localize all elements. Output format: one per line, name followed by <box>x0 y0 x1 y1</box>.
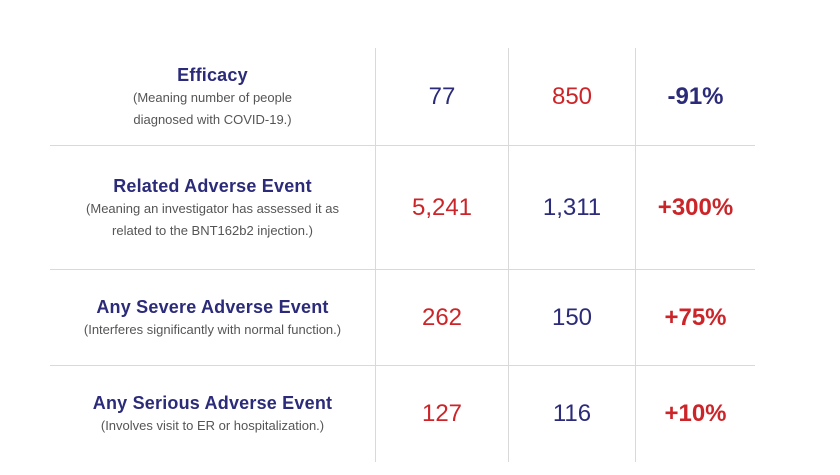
value-a: 127 <box>421 400 463 427</box>
value-b: 850 <box>551 82 593 110</box>
metric-title: Any Serious Adverse Event <box>92 393 333 413</box>
value-a: 77 <box>428 82 456 110</box>
percent-change: +300% <box>657 193 734 221</box>
table-row-any-severe-adverse-event: Any Severe Adverse Event (Interferes sig… <box>50 270 755 366</box>
change-cell: +75% <box>636 270 755 365</box>
metric-note-line: (Involves visit to ER or hospitalization… <box>100 418 325 433</box>
value-cell-b: 116 <box>509 366 636 462</box>
change-cell: +300% <box>636 146 755 269</box>
comparison-table: Efficacy (Meaning number of people diagn… <box>50 48 755 462</box>
value-cell-a: 77 <box>376 48 509 145</box>
metric-note-line: related to the BNT162b2 injection.) <box>112 222 313 238</box>
metric-title: Related Adverse Event <box>113 175 312 196</box>
value-b: 1,311 <box>542 193 602 221</box>
metric-note-line: (Interferes significantly with normal fu… <box>83 321 342 337</box>
metric-note-line: (Meaning number of people <box>133 89 292 105</box>
metric-cell: Efficacy (Meaning number of people diagn… <box>50 48 376 145</box>
value-cell-b: 1,311 <box>509 146 636 269</box>
change-cell: -91% <box>636 48 755 145</box>
percent-change: +75% <box>664 303 727 331</box>
metric-note-line: diagnosed with COVID-19.) <box>133 111 292 127</box>
metric-note-line: (Meaning an investigator has assessed it… <box>86 200 339 216</box>
metric-cell: Related Adverse Event (Meaning an invest… <box>50 146 376 269</box>
table-row-efficacy: Efficacy (Meaning number of people diagn… <box>50 48 755 146</box>
metric-cell: Any Severe Adverse Event (Interferes sig… <box>50 270 376 365</box>
change-cell: +10% <box>636 366 755 462</box>
metric-cell: Any Serious Adverse Event (Involves visi… <box>50 366 376 462</box>
value-a: 5,241 <box>411 193 473 221</box>
percent-change: -91% <box>667 82 724 110</box>
value-cell-a: 127 <box>376 366 509 462</box>
value-b: 150 <box>551 303 593 331</box>
metric-title: Any Severe Adverse Event <box>96 296 329 317</box>
value-cell-b: 850 <box>509 48 636 145</box>
table-row-related-adverse-event: Related Adverse Event (Meaning an invest… <box>50 146 755 270</box>
table-row-any-serious-adverse-event: Any Serious Adverse Event (Involves visi… <box>50 366 755 462</box>
value-cell-a: 5,241 <box>376 146 509 269</box>
value-b: 116 <box>552 400 592 427</box>
value-cell-b: 150 <box>509 270 636 365</box>
percent-change: +10% <box>664 400 727 427</box>
metric-title: Efficacy <box>177 64 248 85</box>
value-a: 262 <box>421 303 463 331</box>
value-cell-a: 262 <box>376 270 509 365</box>
